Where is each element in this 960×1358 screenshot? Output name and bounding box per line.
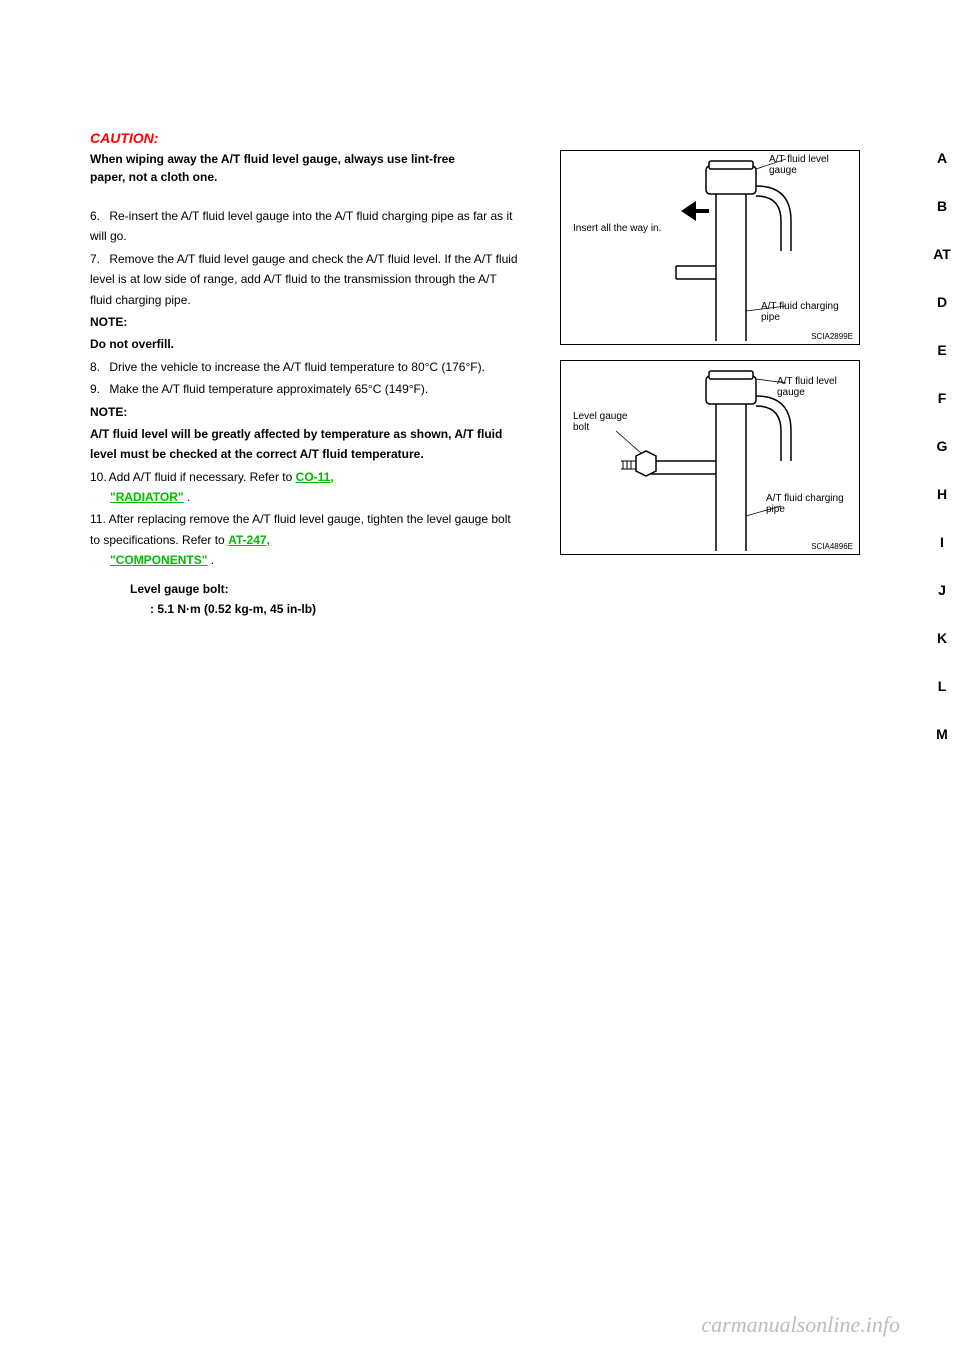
link-components[interactable]: "COMPONENTS" [110, 553, 207, 567]
step-text: Remove the A/T fluid level gauge and che… [90, 252, 518, 307]
nav-item-f[interactable]: F [930, 390, 954, 406]
link-at247[interactable]: AT-247, [228, 533, 270, 547]
caution-label: CAUTION: [90, 130, 890, 146]
nav-item-i[interactable]: I [930, 534, 954, 550]
fig1-id: SCIA2899E [811, 332, 853, 341]
spec-label: Level gauge bolt: [130, 582, 229, 596]
step-num: 8. [90, 357, 106, 377]
step-num: 10. [90, 467, 106, 487]
step-text: After replacing remove the A/T fluid lev… [90, 512, 511, 546]
note-block: NOTE: [90, 312, 520, 332]
link-co11[interactable]: CO-11, [296, 470, 334, 484]
fig2-id: SCIA4896E [811, 542, 853, 551]
note2-text: A/T fluid level will be greatly affected… [90, 424, 520, 465]
note-label: NOTE: [90, 315, 127, 329]
step-10: 10. Add A/T fluid if necessary. Refer to… [90, 467, 520, 508]
figure-2: A/T fluid level gauge Level gauge bolt A… [560, 360, 860, 555]
note-label: NOTE: [90, 405, 127, 419]
fig2-label1: A/T fluid level gauge [777, 376, 847, 398]
nav-item-m[interactable]: M [930, 726, 954, 742]
fig2-label3: A/T fluid charging pipe [766, 493, 846, 515]
caution-text: When wiping away the A/T fluid level gau… [90, 150, 490, 186]
step-num: 7. [90, 249, 106, 269]
step-num: 6. [90, 206, 106, 226]
nav-item-e[interactable]: E [930, 342, 954, 358]
note-text: Do not overfill. [90, 334, 520, 354]
step-text: Add A/T fluid if necessary. Refer to [109, 470, 296, 484]
nav-item-h[interactable]: H [930, 486, 954, 502]
step-num: 11. [90, 509, 106, 529]
step-9: 9. Make the A/T fluid temperature approx… [90, 379, 520, 399]
fig1-label2: Insert all the way in. [573, 223, 661, 234]
step-11: 11. After replacing remove the A/T fluid… [90, 509, 520, 570]
watermark: carmanualsonline.info [701, 1312, 900, 1338]
note2: NOTE: [90, 402, 520, 422]
step-text: Re-insert the A/T fluid level gauge into… [90, 209, 512, 243]
step-6: 6. Re-insert the A/T fluid level gauge i… [90, 206, 520, 247]
nav-item-l[interactable]: L [930, 678, 954, 694]
fig2-label2: Level gauge bolt [573, 411, 633, 433]
figure-1: A/T fluid level gauge Insert all the way… [560, 150, 860, 345]
link-radiator[interactable]: "RADIATOR" [110, 490, 184, 504]
nav-item-g[interactable]: G [930, 438, 954, 454]
section-nav: A B AT D E F G H I J K L M [930, 150, 954, 742]
step-text: Make the A/T fluid temperature approxima… [109, 382, 428, 396]
step-8: 8. Drive the vehicle to increase the A/T… [90, 357, 520, 377]
spec-value: : 5.1 N·m (0.52 kg-m, 45 in-lb) [150, 602, 316, 616]
fig1-label1: A/T fluid level gauge [769, 154, 859, 176]
fig1-label3: A/T fluid charging pipe [761, 301, 859, 323]
nav-item-at[interactable]: AT [930, 246, 954, 262]
nav-item-d[interactable]: D [930, 294, 954, 310]
spec-block: Level gauge bolt: : 5.1 N·m (0.52 kg-m, … [130, 579, 560, 620]
page-content: CAUTION: When wiping away the A/T fluid … [0, 0, 960, 661]
step-num: 9. [90, 379, 106, 399]
step-text-end: . [211, 553, 214, 567]
nav-item-j[interactable]: J [930, 582, 954, 598]
nav-item-k[interactable]: K [930, 630, 954, 646]
step-text-end: . [187, 490, 190, 504]
step-text: Drive the vehicle to increase the A/T fl… [109, 360, 485, 374]
nav-item-a[interactable]: A [930, 150, 954, 166]
step-7: 7. Remove the A/T fluid level gauge and … [90, 249, 520, 310]
nav-item-b[interactable]: B [930, 198, 954, 214]
